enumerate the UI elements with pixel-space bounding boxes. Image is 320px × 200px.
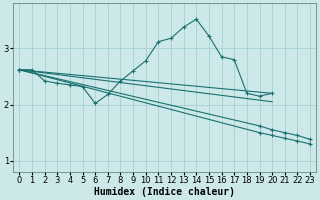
X-axis label: Humidex (Indice chaleur): Humidex (Indice chaleur) xyxy=(94,186,235,197)
